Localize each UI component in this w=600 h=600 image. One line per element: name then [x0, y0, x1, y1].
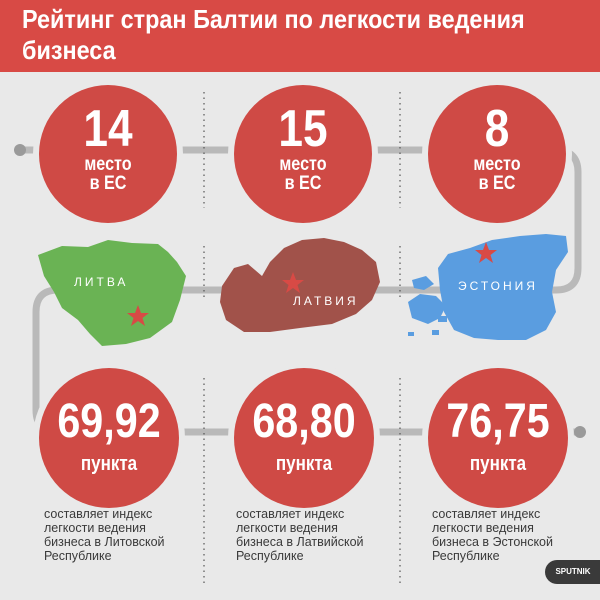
rank-number: 15: [278, 100, 328, 158]
capital-star-latvia: [282, 272, 304, 293]
rank-circle-estonia: 8 место в ЕС: [428, 85, 566, 223]
map-label-latvia: ЛАТВИЯ: [293, 294, 359, 308]
score-circle-estonia: 76,75 пункта: [428, 368, 568, 508]
rank-circle-latvia: 15 место в ЕС: [234, 85, 372, 223]
rank-number: 14: [83, 100, 133, 158]
score-unit: пункта: [469, 453, 527, 475]
score-unit: пункта: [80, 453, 138, 475]
score-value: 69,92: [57, 395, 161, 448]
map-lithuania: [38, 240, 186, 346]
note-latvia: составляет индекс легкости ведения бизне…: [236, 507, 364, 563]
rank-text-line-1: место: [473, 154, 521, 175]
note-estonia: составляет индекс легкости ведения бизне…: [432, 507, 553, 563]
score-circle-lithuania: 69,92 пункта: [39, 368, 179, 508]
map-latvia: [220, 238, 380, 332]
track-end-dot-right: [574, 426, 586, 438]
rank-circle-lithuania: 14 место в ЕС: [39, 85, 177, 223]
map-label-lithuania: ЛИТВА: [74, 275, 129, 289]
capital-star-lithuania: [127, 305, 149, 326]
sputnik-logo: SPUTNIK: [545, 560, 600, 584]
header-banner: Рейтинг стран Балтии по легкости ведения…: [0, 0, 600, 72]
rank-text-line-1: место: [279, 154, 327, 175]
map-label-estonia: ЭСТОНИЯ: [458, 279, 538, 293]
score-circle-latvia: 68,80 пункта: [234, 368, 374, 508]
score-value: 76,75: [446, 395, 550, 448]
rank-text-line-2: в ЕС: [284, 173, 322, 194]
score-unit: пункта: [275, 453, 333, 475]
page-title: Рейтинг стран Балтии по легкости ведения…: [22, 4, 525, 65]
capital-star-estonia: [475, 242, 497, 263]
score-value: 68,80: [252, 395, 356, 448]
note-lithuania: составляет индекс легкости ведения бизне…: [44, 507, 165, 563]
column-separators: [203, 92, 401, 585]
map-estonia: [408, 234, 568, 340]
rank-text-line-2: в ЕС: [89, 173, 127, 194]
rank-number: 8: [484, 100, 510, 158]
rank-text-line-2: в ЕС: [478, 173, 516, 194]
rank-text-line-1: место: [84, 154, 132, 175]
track-end-dot-left: [14, 144, 26, 156]
